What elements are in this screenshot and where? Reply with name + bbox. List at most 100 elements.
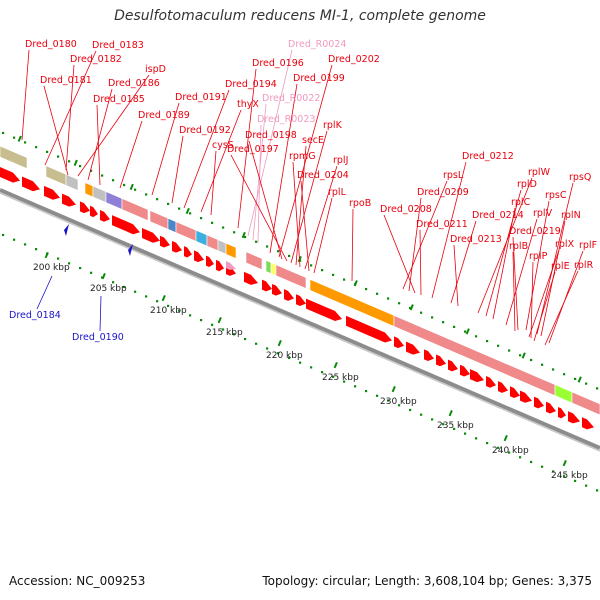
gene-label[interactable]: Dred_0198	[245, 130, 297, 141]
gene-label[interactable]: Dred_0189	[138, 110, 190, 121]
label-leader	[230, 154, 288, 262]
gene-label[interactable]: rpsQ	[569, 172, 591, 183]
scale-dot	[134, 290, 137, 293]
gene-label[interactable]: Dred_0211	[416, 219, 468, 230]
cds-arrow	[424, 349, 434, 362]
accession-text: Accession: NC_009253	[9, 574, 146, 588]
scale-dot	[123, 285, 126, 289]
gene-label[interactable]: Dred_R0022	[262, 93, 320, 104]
scale-label: 205 kbp	[90, 284, 127, 294]
scale-dot	[112, 179, 115, 182]
scale-dot	[233, 231, 236, 234]
gene-label[interactable]: rplV	[533, 208, 553, 219]
cog-block	[275, 264, 307, 290]
outer-scale-dots	[2, 131, 599, 390]
gene-label[interactable]: rplF	[579, 240, 597, 251]
gene-label[interactable]: Dred_0181	[40, 75, 92, 86]
cds-arrow	[520, 390, 532, 403]
gene-label[interactable]: Dred_R0023	[257, 114, 315, 125]
scale-dot	[255, 342, 258, 345]
gene-label[interactable]: Dred_0212	[462, 151, 514, 162]
gene-label[interactable]: Dred_0204	[297, 170, 349, 181]
label-leader	[65, 64, 75, 171]
gene-label[interactable]: rpsC	[545, 190, 567, 201]
scale-dot	[68, 262, 71, 265]
label-leader	[383, 214, 416, 294]
scale-dot	[475, 437, 478, 440]
scale-dot	[442, 423, 445, 426]
gene-label[interactable]: Dred_0194	[225, 79, 277, 90]
cds-arrow	[90, 205, 98, 218]
genome-summary-text: Topology: circular; Length: 3,608,104 bp…	[262, 574, 592, 588]
scale-dot	[398, 302, 401, 305]
gene-label[interactable]: rplP	[529, 251, 548, 262]
gene-label[interactable]: Dred_0192	[179, 125, 231, 136]
gene-label[interactable]: Dred_0213	[450, 234, 502, 245]
gene-label[interactable]: rpmG	[289, 151, 316, 162]
gene-label[interactable]: Dred_0191	[175, 92, 227, 103]
gene-label[interactable]: rplK	[323, 120, 343, 131]
scale-tick	[333, 362, 338, 369]
label-leader	[485, 189, 522, 317]
gene-label[interactable]: Dred_0186	[108, 78, 160, 89]
cds-arrow	[558, 406, 566, 419]
gene-label[interactable]: Dred_0182	[70, 54, 122, 65]
gene-label[interactable]: rplN	[561, 210, 581, 221]
gene-label[interactable]: Dred_0185	[93, 94, 145, 105]
label-leader	[87, 88, 113, 181]
gene-label[interactable]: Dred_0196	[252, 58, 304, 69]
gene-label[interactable]: rplX	[555, 239, 575, 250]
cds-arrow	[22, 176, 40, 192]
scale-dot	[68, 160, 71, 163]
gene-label[interactable]: rplD	[517, 179, 537, 190]
gene-label[interactable]: Dred_0202	[328, 54, 380, 65]
gene-label[interactable]: rplW	[528, 167, 551, 178]
scale-dot	[596, 387, 599, 390]
scale-tick	[101, 273, 106, 280]
cog-block	[225, 242, 237, 259]
scale-dot	[266, 245, 269, 248]
label-leader	[512, 236, 519, 331]
gene-labels[interactable]: Dred_0180 Dred_0183 Dred_0182 Dred_0181 ispD…	[9, 39, 597, 343]
gene-label[interactable]: rplL	[328, 187, 347, 198]
label-leader	[151, 102, 180, 196]
scale-dot	[519, 456, 522, 459]
gene-label[interactable]: secE	[302, 135, 324, 146]
scale-dot	[266, 347, 269, 350]
gene-label[interactable]: rplB	[509, 241, 528, 252]
scale-major-tick	[185, 207, 190, 215]
gene-label[interactable]: Dred_0180	[25, 39, 77, 50]
gene-label[interactable]: rpoB	[349, 198, 371, 209]
scale-dot	[343, 278, 346, 281]
gene-label[interactable]: rpsL	[443, 170, 464, 181]
gene-label[interactable]: Dred_0214	[472, 210, 524, 221]
scale-dot	[167, 304, 170, 308]
cog-block	[195, 229, 208, 247]
gene-label[interactable]: cysS	[212, 140, 234, 151]
scale-dot	[299, 361, 302, 364]
gene-label[interactable]: Dred_0197	[227, 144, 279, 155]
gene-label[interactable]: Dred_0199	[293, 73, 345, 84]
gene-label[interactable]: Dred_0209	[417, 187, 469, 198]
gene-label[interactable]: rplC	[511, 197, 531, 208]
gene-label[interactable]: Dred_0190	[72, 332, 124, 343]
gene-label[interactable]: thyX	[237, 99, 259, 110]
gene-label[interactable]: Dred_0184	[9, 310, 61, 321]
scale-major-tick	[129, 183, 134, 191]
backbone-line	[0, 188, 600, 450]
label-leader	[351, 208, 354, 282]
gene-label[interactable]: rplJ	[333, 155, 348, 166]
gene-label[interactable]: Dred_0219	[509, 226, 561, 237]
gene-label[interactable]: rplE	[551, 261, 570, 272]
gene-label[interactable]: ispD	[145, 64, 166, 75]
gene-label[interactable]: Dred_R0024	[288, 39, 346, 50]
rna-arrow	[226, 261, 236, 270]
scale-dot	[387, 297, 390, 300]
cds-arrow	[272, 283, 282, 296]
scale-dot	[431, 316, 434, 319]
gene-label[interactable]: Dred_0183	[92, 40, 144, 51]
gene-label[interactable]: Dred_0208	[380, 204, 432, 215]
label-leader	[248, 140, 283, 260]
gene-label[interactable]: rplR	[574, 260, 594, 271]
